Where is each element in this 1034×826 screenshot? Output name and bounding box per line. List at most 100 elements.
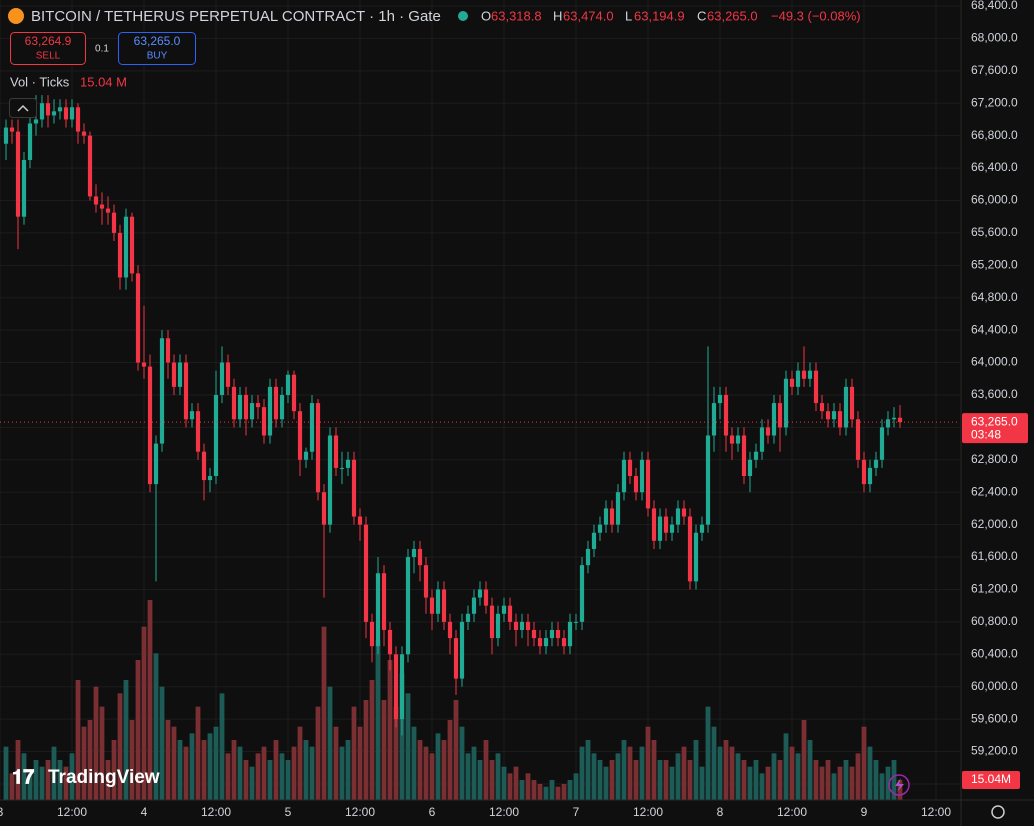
volume-bar — [465, 753, 471, 800]
candle-body — [423, 565, 429, 598]
volume-bar — [681, 746, 687, 800]
brand-logo: 𝟏𝟕 — [12, 766, 34, 788]
y-tick-label: 64,800.0 — [971, 290, 1018, 304]
volume-bar — [225, 753, 231, 800]
legend-label: O — [481, 8, 491, 23]
volume-bar — [117, 693, 123, 800]
sell-button[interactable] — [10, 32, 86, 65]
collapse-button[interactable] — [9, 98, 37, 118]
buy-button[interactable] — [118, 32, 196, 65]
volume-bar — [129, 720, 135, 800]
candle-body — [243, 394, 249, 420]
x-tick-label: 9 — [861, 805, 868, 819]
candle-body — [597, 524, 603, 533]
volume-bar — [279, 753, 285, 800]
volume-bar — [45, 760, 51, 800]
volume-bar — [243, 760, 249, 800]
volume-bar — [759, 773, 765, 800]
volume-bar — [321, 626, 327, 800]
volume-bar — [585, 740, 591, 800]
y-tick-label: 60,800.0 — [971, 614, 1018, 628]
candle-body — [261, 407, 267, 436]
volume-bar — [153, 653, 159, 800]
y-tick-label: 66,400.0 — [971, 160, 1018, 174]
candle-body — [735, 435, 741, 444]
candle-body — [537, 638, 543, 647]
candle-body — [891, 417, 897, 420]
volume-bar — [645, 726, 651, 800]
x-tick-label: 12:00 — [201, 805, 231, 819]
settings-button[interactable] — [991, 805, 1005, 819]
candle-body — [69, 107, 75, 120]
candle-body — [717, 394, 723, 404]
candle-body — [369, 621, 375, 647]
volume-bar — [177, 740, 183, 800]
volume-bar — [549, 780, 555, 800]
candle-body — [897, 417, 903, 423]
volume-bar — [537, 784, 543, 800]
volume-bar — [471, 746, 477, 800]
volume-bar — [831, 773, 837, 800]
candle-body — [351, 459, 357, 517]
volume-bar — [765, 766, 771, 800]
candle-body — [561, 638, 567, 647]
legend-value: 63,318.8 — [491, 8, 542, 23]
candle-body — [681, 508, 687, 517]
volume-bar — [777, 760, 783, 800]
volume-bar — [375, 640, 381, 800]
candle-body — [723, 394, 729, 436]
legend-label: L — [625, 8, 632, 23]
candle-body — [741, 435, 747, 477]
countdown-label: 03:48 — [971, 427, 1001, 441]
volume-value-label: 15.04M — [971, 772, 1011, 786]
volume-bar — [213, 726, 219, 800]
volume-bar — [351, 706, 357, 800]
candle-body — [669, 524, 675, 533]
volume-bar — [255, 753, 261, 800]
y-tick-label: 61,200.0 — [971, 582, 1018, 596]
candle-body — [357, 516, 363, 525]
volume-legend-value: 15.04 M — [80, 74, 127, 89]
candle-body — [339, 467, 345, 469]
candle-body — [531, 629, 537, 639]
candle-body — [747, 459, 753, 477]
volume-bar — [867, 746, 873, 800]
candle-body — [9, 127, 15, 132]
candle-body — [549, 629, 555, 639]
volume-bar — [807, 740, 813, 800]
volume-bar — [891, 760, 897, 800]
volume-bar — [441, 740, 447, 800]
candle-body — [255, 403, 261, 408]
alert-button[interactable] — [888, 774, 910, 796]
candle-body — [639, 459, 645, 493]
candle-body — [621, 459, 627, 493]
candle-body — [81, 131, 87, 136]
volume-bar — [801, 720, 807, 800]
volume-bar — [423, 746, 429, 800]
volume-bar — [837, 766, 843, 800]
legend-change: −49.3 (−0.08%) — [771, 8, 861, 23]
candle-body — [789, 378, 795, 387]
volume-bar — [291, 746, 297, 800]
candle-body — [699, 524, 705, 533]
candle-body — [183, 362, 189, 420]
volume-bar — [309, 746, 315, 800]
volume-bar — [417, 740, 423, 800]
candle-body — [783, 378, 789, 428]
volume-bar — [57, 760, 63, 800]
candle-body — [57, 107, 63, 112]
volume-bar — [99, 706, 105, 800]
volume-bar — [147, 600, 153, 800]
volume-bar — [93, 686, 99, 800]
candle-body — [159, 338, 165, 444]
volume-bar — [507, 773, 513, 800]
candle-body — [345, 459, 351, 468]
volume-bar — [399, 673, 405, 800]
candle-body — [45, 103, 51, 116]
y-tick-label: 65,200.0 — [971, 257, 1018, 271]
candle-body — [663, 516, 669, 533]
x-tick-label: 5 — [285, 805, 292, 819]
volume-bar — [783, 733, 789, 800]
candle-body — [519, 621, 525, 630]
